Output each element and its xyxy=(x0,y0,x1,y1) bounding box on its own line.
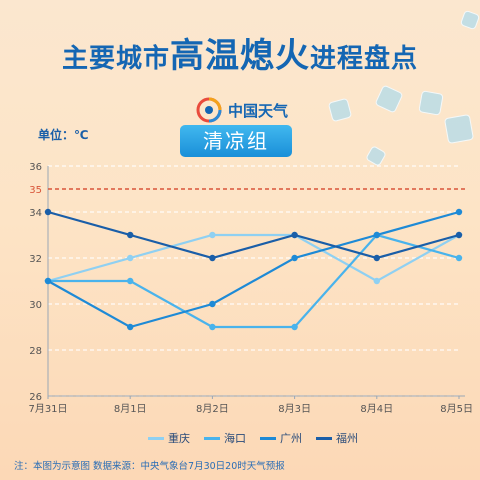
data-point xyxy=(291,323,298,331)
data-point xyxy=(291,231,298,239)
data-point xyxy=(373,254,380,262)
x-tick-label: 8月4日 xyxy=(360,403,393,415)
legend-swatch xyxy=(204,436,220,440)
legend-item: 海口 xyxy=(204,430,246,446)
data-point xyxy=(209,323,216,331)
data-point xyxy=(209,254,216,262)
legend-item: 福州 xyxy=(316,430,358,446)
x-tick-label: 8月2日 xyxy=(196,403,229,415)
data-point xyxy=(127,277,134,285)
legend-swatch xyxy=(260,436,276,440)
legend-label: 福州 xyxy=(336,432,358,445)
title-part-3: 进程盘点 xyxy=(310,44,419,74)
series-line-重庆 xyxy=(47,233,460,283)
y-tick-label: 30 xyxy=(29,300,42,311)
legend-item: 重庆 xyxy=(148,430,190,446)
y-tick-label: 34 xyxy=(29,208,42,219)
y-tick-label: 26 xyxy=(29,392,42,403)
x-tick-label: 7月31日 xyxy=(28,403,67,415)
data-point xyxy=(373,277,380,285)
y-tick-label: 32 xyxy=(29,254,42,265)
legend-swatch xyxy=(148,436,164,440)
page-title: 主要城市高温熄火进程盘点 xyxy=(0,28,480,77)
y-tick-label: 36 xyxy=(29,162,42,173)
legend-swatch xyxy=(316,436,332,440)
x-tick-label: 8月3日 xyxy=(278,403,311,415)
brand-logo: 中国天气 xyxy=(196,97,288,123)
data-point xyxy=(455,231,463,239)
data-point xyxy=(209,300,216,308)
unit-label: 单位：℃ xyxy=(38,128,89,142)
logo-swirl-icon xyxy=(196,97,222,123)
legend-label: 重庆 xyxy=(168,432,190,445)
data-point xyxy=(209,231,216,239)
group-badge: 清凉组 xyxy=(180,125,292,157)
data-point xyxy=(44,208,52,216)
y-tick-label: 28 xyxy=(29,346,42,357)
logo-text: 中国天气 xyxy=(228,101,289,120)
legend-label: 广州 xyxy=(280,432,302,445)
data-point xyxy=(127,323,134,331)
data-point xyxy=(373,231,380,239)
footnote: 注：本图为示意图 数据来源：中央气象台7月30日20时天气预报 xyxy=(14,461,285,472)
data-point xyxy=(127,231,134,239)
title-part-1: 主要城市 xyxy=(61,44,170,74)
series-line-广州 xyxy=(47,210,460,329)
series-line-海口 xyxy=(48,233,460,329)
data-point xyxy=(127,254,134,262)
reference-line-label: 35 xyxy=(29,185,42,196)
x-tick-label: 8月1日 xyxy=(114,403,147,415)
data-point xyxy=(455,254,463,262)
title-part-2: 高温熄火 xyxy=(170,36,310,76)
chart-legend: 重庆 海口 广州 福州 xyxy=(148,430,358,446)
data-point xyxy=(44,277,52,285)
legend-item: 广州 xyxy=(260,430,302,446)
x-tick-label: 8月5日 xyxy=(440,403,473,415)
series-line-福州 xyxy=(47,210,460,260)
data-point xyxy=(291,254,298,262)
data-point xyxy=(455,208,463,216)
legend-label: 海口 xyxy=(224,432,246,445)
